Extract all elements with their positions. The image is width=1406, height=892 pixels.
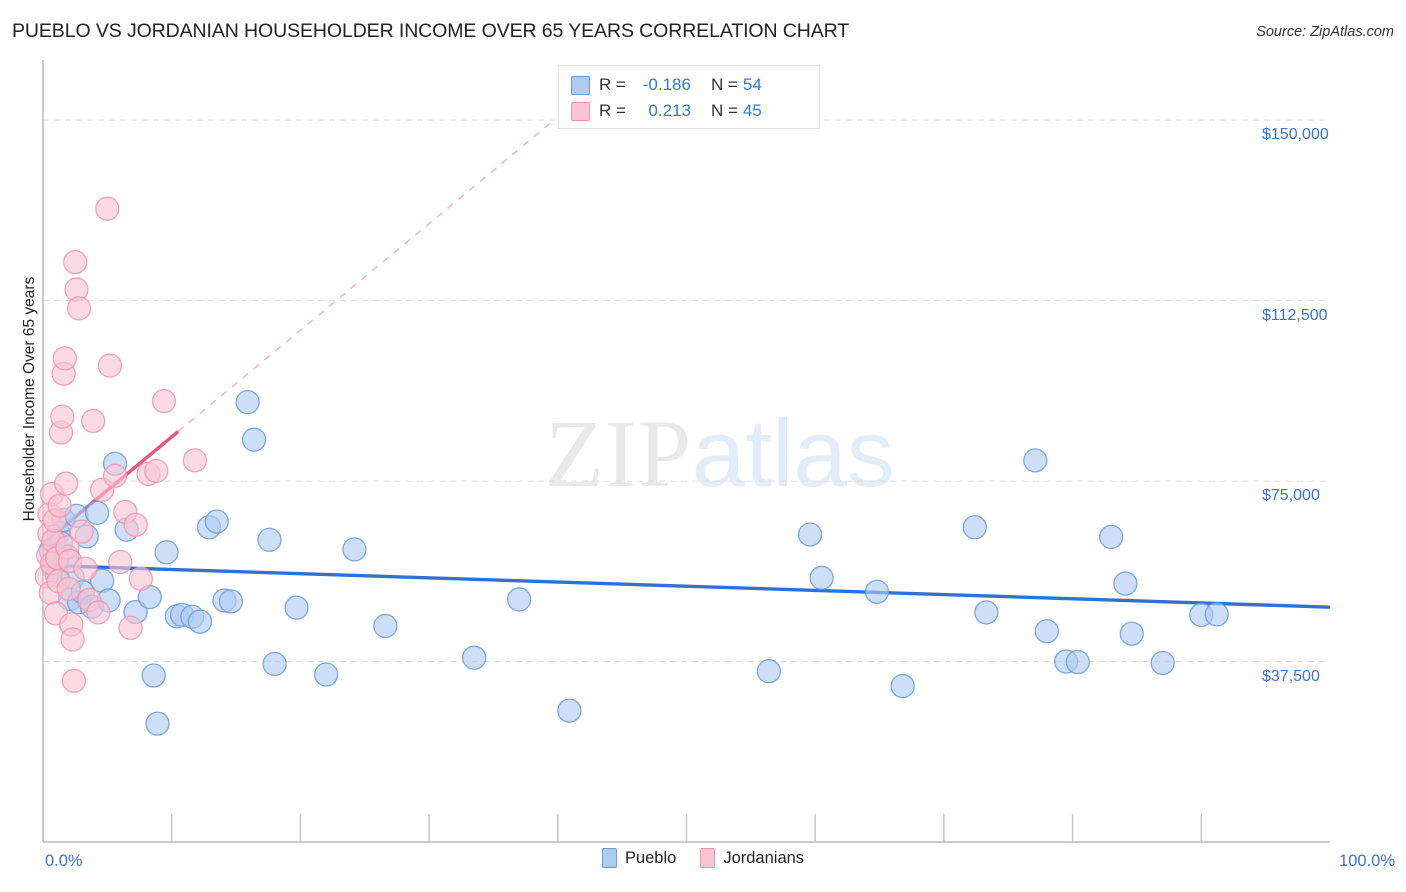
- data-point-jordanians[interactable]: [97, 353, 123, 378]
- data-point-jordanians[interactable]: [61, 668, 87, 693]
- legend-n-value-pueblo: 54: [742, 75, 762, 94]
- y-axis-title: Householder Income Over 65 years: [21, 276, 38, 522]
- page-title: PUEBLO VS JORDANIAN HOUSEHOLDER INCOME O…: [12, 20, 850, 42]
- trend-line-pueblo: [42, 563, 1331, 609]
- legend-swatch-pueblo: [571, 75, 590, 95]
- scatter-canvas: [34, 60, 1331, 843]
- legend-r-label-pueblo: R =: [599, 75, 626, 94]
- data-point-pueblo[interactable]: [262, 651, 287, 677]
- series-swatch-pueblo: [601, 848, 617, 868]
- data-point-jordanians[interactable]: [128, 566, 153, 591]
- legend-r-label-jordanians: R =: [599, 101, 626, 120]
- data-point-jordanians[interactable]: [81, 408, 106, 434]
- data-point-pueblo[interactable]: [1099, 524, 1124, 550]
- data-point-pueblo[interactable]: [235, 390, 260, 415]
- data-point-pueblo[interactable]: [373, 613, 398, 639]
- data-point-jordanians[interactable]: [60, 627, 85, 652]
- series-legend-item-pueblo[interactable]: Pueblo: [601, 848, 677, 868]
- data-point-pueblo[interactable]: [284, 595, 309, 620]
- data-point-pueblo[interactable]: [1023, 448, 1048, 473]
- data-point-pueblo[interactable]: [461, 645, 487, 670]
- series-label-pueblo: Pueblo: [624, 848, 677, 867]
- data-point-jordanians[interactable]: [102, 463, 128, 488]
- data-point-pueblo[interactable]: [557, 698, 582, 723]
- data-point-pueblo[interactable]: [507, 587, 532, 612]
- data-point-pueblo[interactable]: [756, 659, 782, 684]
- legend-swatch-jordanians: [571, 101, 590, 121]
- y-axis-tick-label: $37,500: [1262, 667, 1320, 685]
- axes: [42, 60, 1330, 843]
- data-point-pueblo[interactable]: [1150, 650, 1175, 676]
- data-point-pueblo[interactable]: [1204, 602, 1229, 627]
- data-point-jordanians[interactable]: [63, 249, 88, 275]
- data-point-pueblo[interactable]: [218, 589, 244, 614]
- data-point-jordanians[interactable]: [66, 296, 92, 321]
- x-axis-max-label: 100.0%: [1339, 852, 1395, 870]
- y-axis-tick-label: $112,500: [1262, 306, 1328, 324]
- series-legend-item-jordanians[interactable]: Jordanians: [700, 848, 804, 868]
- series-swatch-jordanians: [700, 848, 716, 868]
- legend-n-value-jordanians: 45: [742, 101, 762, 120]
- data-point-jordanians[interactable]: [47, 493, 72, 518]
- data-point-pueblo[interactable]: [145, 711, 170, 736]
- legend-n-label-jordanians: N =: [710, 101, 738, 120]
- data-point-jordanians[interactable]: [86, 600, 111, 625]
- data-point-pueblo[interactable]: [974, 600, 999, 625]
- data-point-jordanians[interactable]: [123, 512, 148, 538]
- plot-area: [34, 60, 1331, 843]
- data-point-jordanians[interactable]: [151, 389, 177, 414]
- data-point-jordanians[interactable]: [54, 471, 79, 496]
- y-axis-tick-label: $150,000: [1262, 126, 1329, 144]
- data-point-pueblo[interactable]: [890, 673, 915, 699]
- data-point-pueblo[interactable]: [187, 609, 213, 634]
- legend-n-label-pueblo: N =: [710, 75, 738, 94]
- data-point-jordanians[interactable]: [52, 346, 78, 371]
- trend-lines: [41, 118, 1331, 609]
- data-point-pueblo[interactable]: [204, 509, 229, 534]
- series-legend: Pueblo Jordanians: [0, 848, 1406, 868]
- data-point-pueblo[interactable]: [257, 527, 282, 552]
- data-point-pueblo[interactable]: [241, 427, 267, 452]
- data-point-pueblo[interactable]: [84, 500, 110, 525]
- data-point-pueblo[interactable]: [154, 540, 179, 565]
- data-point-jordanians[interactable]: [95, 196, 120, 221]
- series-label-jordanians: Jordanians: [723, 848, 805, 867]
- legend-r-value-pueblo: -0.186: [642, 75, 691, 94]
- data-point-jordanians[interactable]: [118, 615, 143, 641]
- data-point-pueblo[interactable]: [1034, 619, 1060, 644]
- data-point-pueblo[interactable]: [141, 663, 166, 688]
- data-points: [34, 196, 1229, 736]
- source-label: Source: ZipAtlas.com: [1256, 24, 1394, 40]
- data-point-jordanians[interactable]: [108, 549, 133, 575]
- data-point-pueblo[interactable]: [797, 522, 823, 547]
- data-point-pueblo[interactable]: [809, 565, 834, 590]
- data-point-pueblo[interactable]: [342, 537, 367, 562]
- data-point-jordanians[interactable]: [56, 576, 81, 602]
- data-point-pueblo[interactable]: [1065, 649, 1090, 675]
- legend-row-pueblo: R = -0.186 N = 54: [571, 72, 809, 98]
- data-point-pueblo[interactable]: [1119, 621, 1144, 646]
- trend-line-extension-jordanians: [177, 118, 556, 433]
- data-point-jordanians[interactable]: [73, 556, 98, 581]
- x-axis-min-label: 0.0%: [45, 852, 83, 870]
- y-axis-tick-label: $75,000: [1262, 487, 1320, 505]
- data-point-pueblo[interactable]: [1113, 571, 1138, 596]
- data-point-jordanians[interactable]: [50, 404, 75, 429]
- data-point-pueblo[interactable]: [962, 515, 987, 540]
- correlation-legend: R = -0.186 N = 54 R = 0.213 N = 45: [558, 65, 820, 129]
- data-point-pueblo[interactable]: [864, 579, 890, 604]
- data-point-jordanians[interactable]: [69, 519, 94, 544]
- data-point-jordanians[interactable]: [144, 458, 169, 484]
- data-point-jordanians[interactable]: [182, 448, 208, 473]
- legend-r-value-jordanians: 0.213: [648, 101, 691, 120]
- legend-row-jordanians: R = 0.213 N = 45: [571, 98, 809, 124]
- data-point-pueblo[interactable]: [313, 662, 339, 687]
